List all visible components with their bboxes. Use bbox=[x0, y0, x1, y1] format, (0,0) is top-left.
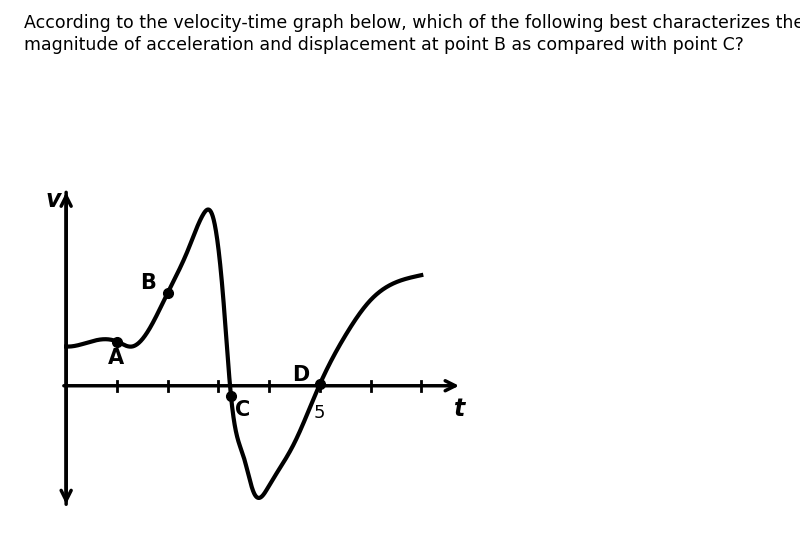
Text: 5: 5 bbox=[314, 404, 326, 422]
Text: C: C bbox=[235, 400, 250, 421]
Text: D: D bbox=[292, 365, 309, 385]
Text: A: A bbox=[108, 348, 124, 368]
Text: t: t bbox=[454, 397, 465, 421]
Text: v: v bbox=[46, 188, 61, 212]
Text: B: B bbox=[140, 274, 155, 293]
Text: magnitude of acceleration and displacement at point B as compared with point C?: magnitude of acceleration and displaceme… bbox=[24, 36, 744, 54]
Text: According to the velocity-time graph below, which of the following best characte: According to the velocity-time graph bel… bbox=[24, 14, 800, 32]
